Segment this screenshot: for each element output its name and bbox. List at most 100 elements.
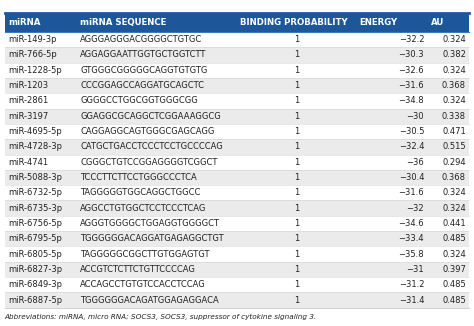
Text: TGGGGGGACAGGATGAGAGGCTGT: TGGGGGGACAGGATGAGAGGCTGT (80, 234, 224, 243)
Text: −30.3: −30.3 (399, 51, 424, 59)
Text: BINDING PROBABILITY: BINDING PROBABILITY (240, 18, 348, 27)
Text: 0.324: 0.324 (442, 250, 466, 259)
Text: GTGGGCGGGGGCAGGTGTGTG: GTGGGCGGGGGCAGGTGTGTG (80, 66, 208, 75)
Bar (5, 13, 77, 32)
Bar (428, 13, 469, 32)
Text: miR-6887-5p: miR-6887-5p (8, 296, 62, 304)
Text: 0.515: 0.515 (442, 142, 466, 151)
Text: 0.382: 0.382 (442, 51, 466, 59)
Text: 1: 1 (293, 296, 299, 304)
Text: 1: 1 (293, 51, 299, 59)
Text: −30.4: −30.4 (399, 173, 424, 182)
Text: TGGGGGGACAGATGGAGAGGACA: TGGGGGGACAGATGGAGAGGACA (80, 296, 219, 304)
Text: ACCAGCCTGTGTCCACCTCCAG: ACCAGCCTGTGTCCACCTCCAG (80, 280, 206, 289)
Text: −31: −31 (407, 265, 424, 274)
Text: 1: 1 (293, 280, 299, 289)
Text: TCCCTTCTTCCTGGGCCCTCA: TCCCTTCTTCCTGGGCCCTCA (80, 173, 197, 182)
Text: −30.5: −30.5 (399, 127, 424, 136)
Text: AGGGAGGGACGGGGCTGTGC: AGGGAGGGACGGGGCTGTGC (80, 35, 202, 44)
Text: miR-1228-5p: miR-1228-5p (8, 66, 62, 75)
Text: 0.441: 0.441 (442, 219, 466, 228)
Text: 1: 1 (293, 265, 299, 274)
Text: 1: 1 (293, 66, 299, 75)
Text: GGAGGCGCAGGCTCGGAAAGGCG: GGAGGCGCAGGCTCGGAAAGGCG (80, 112, 221, 121)
Text: 0.368: 0.368 (442, 81, 466, 90)
Text: 0.294: 0.294 (442, 158, 466, 167)
Text: miR-6805-5p: miR-6805-5p (8, 250, 62, 259)
Text: miR-2861: miR-2861 (8, 96, 48, 105)
Bar (5, 32, 469, 47)
Text: −32.6: −32.6 (399, 66, 424, 75)
Text: miR-149-3p: miR-149-3p (8, 35, 56, 44)
Text: 1: 1 (293, 173, 299, 182)
Bar (5, 93, 469, 109)
Text: miR-5088-3p: miR-5088-3p (8, 173, 62, 182)
Bar (5, 292, 469, 308)
Bar (5, 155, 469, 170)
Text: 1: 1 (293, 250, 299, 259)
Text: AGGAGGAATTGGTGCTGGTCTT: AGGAGGAATTGGTGCTGGTCTT (80, 51, 207, 59)
Bar (5, 246, 469, 262)
Bar (5, 277, 469, 292)
Text: 0.471: 0.471 (442, 127, 466, 136)
Text: 1: 1 (293, 219, 299, 228)
Text: miR-6732-5p: miR-6732-5p (8, 188, 62, 197)
Text: 1: 1 (293, 142, 299, 151)
Text: TAGGGGGTGGCAGGCTGGCC: TAGGGGGTGGCAGGCTGGCC (80, 188, 201, 197)
Text: miR-6827-3p: miR-6827-3p (8, 265, 62, 274)
Text: AU: AU (431, 18, 444, 27)
Text: miR-4728-3p: miR-4728-3p (8, 142, 62, 151)
Bar (5, 139, 469, 155)
Bar (5, 262, 469, 277)
Text: 1: 1 (293, 96, 299, 105)
Text: −31.2: −31.2 (399, 280, 424, 289)
Text: −31.4: −31.4 (399, 296, 424, 304)
Text: 1: 1 (293, 234, 299, 243)
Text: 1: 1 (293, 204, 299, 213)
Bar (5, 200, 469, 216)
Text: 1: 1 (293, 112, 299, 121)
Text: miR-4741: miR-4741 (8, 158, 48, 167)
Bar (237, 13, 356, 32)
Text: GGGGCCTGGCGGTGGGCGG: GGGGCCTGGCGGTGGGCGG (80, 96, 198, 105)
Text: −35.8: −35.8 (399, 250, 424, 259)
Bar (5, 185, 469, 200)
Text: CCCGGAGCCAGGATGCAGCTC: CCCGGAGCCAGGATGCAGCTC (80, 81, 204, 90)
Bar (5, 170, 469, 185)
Text: −32.2: −32.2 (399, 35, 424, 44)
Text: miR-6849-3p: miR-6849-3p (8, 280, 62, 289)
Text: AGGCCTGTGGCTCCTCCCTCAG: AGGCCTGTGGCTCCTCCCTCAG (80, 204, 207, 213)
Text: 0.324: 0.324 (442, 35, 466, 44)
Text: 0.485: 0.485 (442, 234, 466, 243)
Text: miR-1203: miR-1203 (8, 81, 48, 90)
Text: 1: 1 (293, 81, 299, 90)
Text: 0.338: 0.338 (442, 112, 466, 121)
Text: 0.397: 0.397 (442, 265, 466, 274)
Text: miRNA: miRNA (8, 18, 40, 27)
Text: miR-6756-5p: miR-6756-5p (8, 219, 62, 228)
Text: 0.368: 0.368 (442, 173, 466, 182)
Text: 1: 1 (293, 35, 299, 44)
Text: CATGCTGACCTCCCTCCTGCCCCAG: CATGCTGACCTCCCTCCTGCCCCAG (80, 142, 223, 151)
Text: 1: 1 (293, 188, 299, 197)
Text: −34.6: −34.6 (399, 219, 424, 228)
Text: miR-3197: miR-3197 (8, 112, 48, 121)
Text: −33.4: −33.4 (399, 234, 424, 243)
Bar (5, 109, 469, 124)
Text: miR-6795-5p: miR-6795-5p (8, 234, 62, 243)
Bar (5, 231, 469, 246)
Text: 0.324: 0.324 (442, 96, 466, 105)
Bar (5, 124, 469, 139)
Bar (5, 47, 469, 63)
Text: 1: 1 (293, 158, 299, 167)
Text: 0.485: 0.485 (442, 280, 466, 289)
Text: miR-4695-5p: miR-4695-5p (8, 127, 62, 136)
Text: miRNA SEQUENCE: miRNA SEQUENCE (80, 18, 166, 27)
Text: TAGGGGGCGGCTTGTGGAGTGT: TAGGGGGCGGCTTGTGGAGTGT (80, 250, 210, 259)
Text: miR-766-5p: miR-766-5p (8, 51, 57, 59)
Text: CGGGCTGTCCGGAGGGGTCGGCT: CGGGCTGTCCGGAGGGGTCGGCT (80, 158, 218, 167)
Text: −32.4: −32.4 (399, 142, 424, 151)
Text: −34.8: −34.8 (399, 96, 424, 105)
Text: 0.324: 0.324 (442, 188, 466, 197)
Text: 0.324: 0.324 (442, 204, 466, 213)
